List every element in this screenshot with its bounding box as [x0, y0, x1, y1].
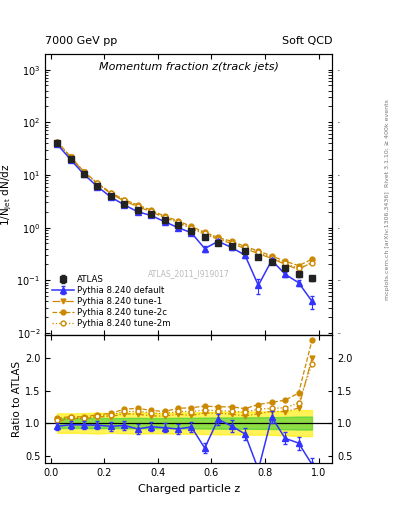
- Pythia 8.240 tune-2m: [242, 244, 247, 250]
- Pythia 8.240 tune-2c: [68, 154, 73, 160]
- Pythia 8.240 tune-2c: [122, 197, 127, 203]
- Pythia 8.240 tune-1: [55, 140, 60, 146]
- Text: 7000 GeV pp: 7000 GeV pp: [45, 36, 118, 46]
- Pythia 8.240 tune-2m: [82, 169, 86, 175]
- Pythia 8.240 tune-2m: [108, 190, 113, 196]
- Pythia 8.240 tune-1: [310, 259, 314, 265]
- Pythia 8.240 tune-1: [95, 181, 100, 187]
- Pythia 8.240 tune-2m: [189, 225, 194, 231]
- Pythia 8.240 tune-2c: [189, 223, 194, 229]
- Pythia 8.240 tune-1: [202, 231, 207, 237]
- Pythia 8.240 tune-2c: [135, 202, 140, 208]
- Pythia 8.240 tune-1: [149, 209, 153, 215]
- Text: mcplots.cern.ch [arXiv:1306.3436]: mcplots.cern.ch [arXiv:1306.3436]: [385, 191, 389, 300]
- Pythia 8.240 tune-2m: [216, 236, 220, 242]
- Pythia 8.240 tune-2m: [229, 240, 234, 246]
- Y-axis label: 1/N$_\mathrm{jet}$ dN/dz: 1/N$_\mathrm{jet}$ dN/dz: [0, 163, 14, 226]
- Pythia 8.240 tune-2m: [310, 260, 314, 266]
- Line: Pythia 8.240 tune-2c: Pythia 8.240 tune-2c: [55, 139, 314, 268]
- Y-axis label: Ratio to ATLAS: Ratio to ATLAS: [12, 361, 22, 437]
- Pythia 8.240 tune-2c: [256, 248, 261, 254]
- Pythia 8.240 tune-2m: [269, 254, 274, 261]
- Line: Pythia 8.240 tune-2m: Pythia 8.240 tune-2m: [55, 140, 314, 270]
- Pythia 8.240 tune-2c: [310, 256, 314, 262]
- Pythia 8.240 tune-2m: [176, 219, 180, 225]
- Pythia 8.240 tune-1: [242, 245, 247, 251]
- Pythia 8.240 tune-1: [82, 169, 86, 176]
- Pythia 8.240 tune-2c: [176, 218, 180, 224]
- Pythia 8.240 tune-1: [122, 198, 127, 204]
- Line: Pythia 8.240 tune-1: Pythia 8.240 tune-1: [55, 140, 314, 272]
- Pythia 8.240 tune-2m: [68, 154, 73, 160]
- Pythia 8.240 tune-1: [108, 190, 113, 197]
- Pythia 8.240 tune-2c: [202, 229, 207, 235]
- Pythia 8.240 tune-2m: [95, 180, 100, 186]
- Pythia 8.240 tune-1: [269, 255, 274, 262]
- Pythia 8.240 tune-1: [283, 261, 288, 267]
- Pythia 8.240 tune-2c: [229, 238, 234, 244]
- Text: Momentum fraction z(track jets): Momentum fraction z(track jets): [99, 62, 279, 72]
- Pythia 8.240 tune-2m: [135, 203, 140, 209]
- Pythia 8.240 tune-2c: [283, 258, 288, 264]
- Pythia 8.240 tune-2c: [269, 253, 274, 259]
- Legend: ATLAS, Pythia 8.240 default, Pythia 8.240 tune-1, Pythia 8.240 tune-2c, Pythia 8: ATLAS, Pythia 8.240 default, Pythia 8.24…: [50, 272, 173, 331]
- Pythia 8.240 tune-1: [256, 250, 261, 257]
- Text: ATLAS_2011_I919017: ATLAS_2011_I919017: [148, 269, 230, 278]
- Pythia 8.240 tune-1: [162, 215, 167, 221]
- Pythia 8.240 tune-2m: [149, 208, 153, 214]
- Pythia 8.240 tune-2c: [162, 213, 167, 219]
- Pythia 8.240 tune-1: [216, 236, 220, 242]
- Pythia 8.240 tune-2m: [296, 265, 301, 271]
- Pythia 8.240 tune-2c: [55, 139, 60, 145]
- Pythia 8.240 tune-2c: [149, 207, 153, 213]
- Pythia 8.240 tune-1: [229, 241, 234, 247]
- Pythia 8.240 tune-2c: [82, 168, 86, 175]
- Pythia 8.240 tune-2c: [95, 180, 100, 186]
- Pythia 8.240 tune-2c: [296, 263, 301, 269]
- Pythia 8.240 tune-2m: [202, 230, 207, 237]
- X-axis label: Charged particle z: Charged particle z: [138, 484, 240, 494]
- Pythia 8.240 tune-2m: [122, 197, 127, 203]
- Pythia 8.240 tune-2m: [283, 260, 288, 266]
- Pythia 8.240 tune-2c: [242, 243, 247, 249]
- Pythia 8.240 tune-1: [296, 266, 301, 272]
- Pythia 8.240 tune-2m: [55, 139, 60, 145]
- Pythia 8.240 tune-1: [189, 226, 194, 232]
- Pythia 8.240 tune-1: [135, 204, 140, 210]
- Pythia 8.240 tune-2c: [216, 234, 220, 241]
- Pythia 8.240 tune-2m: [162, 214, 167, 220]
- Pythia 8.240 tune-1: [176, 220, 180, 226]
- Pythia 8.240 tune-2c: [108, 189, 113, 196]
- Pythia 8.240 tune-1: [68, 155, 73, 161]
- Text: Soft QCD: Soft QCD: [282, 36, 332, 46]
- Pythia 8.240 tune-2m: [256, 249, 261, 255]
- Text: Rivet 3.1.10; ≥ 400k events: Rivet 3.1.10; ≥ 400k events: [385, 99, 389, 187]
